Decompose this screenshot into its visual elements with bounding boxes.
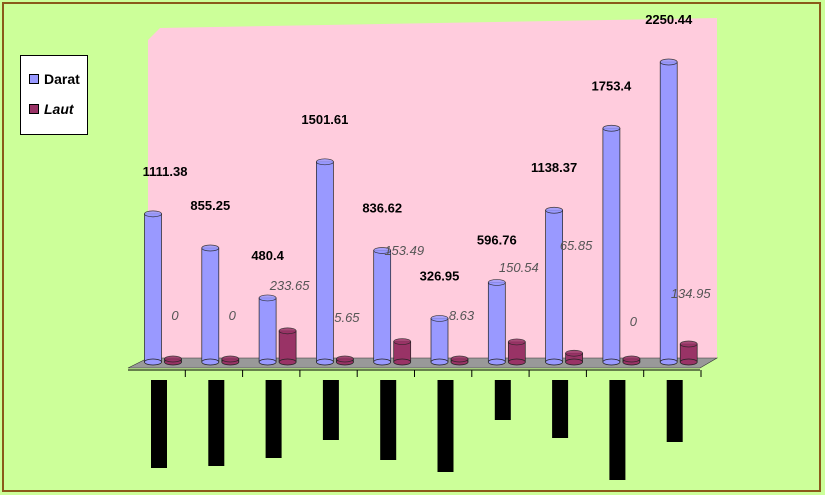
legend-item-darat: Darat xyxy=(21,64,87,94)
x-tick-label-2 xyxy=(208,380,225,466)
bar-darat-7 xyxy=(487,279,506,366)
x-tick-label-4 xyxy=(322,380,339,440)
bar-laut-6 xyxy=(450,355,469,366)
data-label-darat-9: 1753.4 xyxy=(592,78,633,93)
legend-label-laut: Laut xyxy=(44,101,74,117)
bar-laut-3 xyxy=(278,327,297,366)
data-label-laut-9: 0 xyxy=(630,314,638,329)
x-tick-label-10 xyxy=(666,380,683,442)
bar-laut-8 xyxy=(565,349,583,366)
data-label-darat-5: 836.62 xyxy=(362,200,402,215)
data-label-laut-2: 0 xyxy=(229,308,237,323)
data-label-darat-10: 2250.44 xyxy=(645,12,693,27)
x-tick-label-8 xyxy=(552,380,569,438)
x-tick-label-9 xyxy=(609,380,626,480)
data-label-darat-2: 855.25 xyxy=(190,198,230,213)
bar-laut-10 xyxy=(679,340,698,366)
bar-darat-3 xyxy=(258,294,277,366)
legend-label-darat: Darat xyxy=(44,71,80,87)
bar-laut-9 xyxy=(622,355,641,366)
legend-item-laut: Laut xyxy=(21,94,87,124)
bar-darat-8 xyxy=(545,206,563,366)
bar-darat-5 xyxy=(373,247,392,366)
x-tick-label-6 xyxy=(437,380,454,472)
data-label-darat-4: 1501.61 xyxy=(301,112,348,127)
x-tick-label-5 xyxy=(380,380,397,460)
data-label-laut-6: 8.63 xyxy=(449,308,475,323)
data-label-darat-3: 480.4 xyxy=(251,248,284,263)
bar-laut-2 xyxy=(221,355,240,366)
data-label-darat-1: 1111.38 xyxy=(143,164,188,179)
bar-laut-7 xyxy=(507,338,526,366)
legend-swatch-laut xyxy=(29,104,39,114)
data-label-darat-8: 1138.37 xyxy=(531,160,577,175)
data-label-laut-7: 150.54 xyxy=(499,260,539,275)
legend: Darat Laut xyxy=(20,55,88,135)
data-label-laut-5: 153.49 xyxy=(384,243,424,258)
bar-darat-10 xyxy=(659,58,678,366)
bar-laut-1 xyxy=(164,355,182,366)
bar-darat-1 xyxy=(144,210,162,366)
data-label-laut-10: 134.95 xyxy=(671,286,712,301)
data-label-laut-1: 0 xyxy=(171,308,179,323)
bar-darat-6 xyxy=(430,315,449,366)
bar-darat-4 xyxy=(316,158,334,366)
bar-laut-5 xyxy=(393,338,412,366)
x-tick-label-1 xyxy=(151,380,167,468)
bar-laut-4 xyxy=(336,355,354,366)
bar-darat-2 xyxy=(201,244,220,366)
x-tick-label-7 xyxy=(494,380,511,420)
legend-swatch-darat xyxy=(29,74,39,84)
data-label-darat-7: 596.76 xyxy=(477,232,517,247)
bar-darat-9 xyxy=(602,124,621,366)
plot-back-wall xyxy=(148,18,717,358)
x-tick-label-3 xyxy=(265,380,282,458)
data-label-darat-6: 326.95 xyxy=(420,268,460,283)
data-label-laut-4: 5.65 xyxy=(334,310,360,325)
data-label-laut-3: 233.65 xyxy=(269,278,311,293)
data-label-laut-8: 65.85 xyxy=(560,238,593,253)
